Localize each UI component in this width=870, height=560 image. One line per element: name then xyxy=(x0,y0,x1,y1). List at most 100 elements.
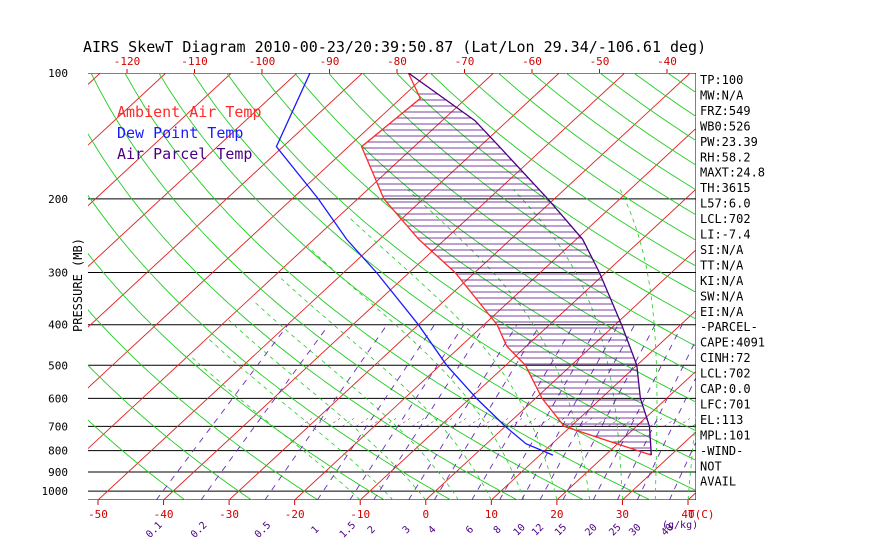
index-entry: NOT xyxy=(700,459,722,473)
y-axis-label: PRESSURE (MB) xyxy=(71,238,85,332)
dry-adiabat-line xyxy=(88,364,252,500)
x-tick-label: -50 xyxy=(88,508,108,521)
mixing-ratio-line xyxy=(408,324,518,500)
index-entry: CINH:72 xyxy=(700,351,751,365)
hatch-dash xyxy=(313,418,327,427)
hatch-dash xyxy=(383,418,397,427)
hatch-dash xyxy=(397,418,411,427)
index-entry: FRZ:549 xyxy=(700,104,751,118)
moist-adiabat-line xyxy=(687,410,696,500)
profile-lines xyxy=(275,73,652,456)
hatch-dash xyxy=(481,418,495,427)
moist-adiabat-line xyxy=(307,246,525,500)
mixing-ratio-line xyxy=(636,376,696,500)
dry-adiabat-line xyxy=(90,73,585,500)
index-entry: LFC:701 xyxy=(700,397,751,411)
dry-adiabat-line xyxy=(226,73,696,432)
isotherm-line xyxy=(754,73,870,500)
dry-adiabat-line xyxy=(804,73,870,500)
dry-adiabat-line xyxy=(838,73,870,500)
hatch-dash xyxy=(467,418,481,427)
dry-adiabat-line xyxy=(497,73,696,216)
hatch-dash xyxy=(425,418,439,427)
index-entry: RH:58.2 xyxy=(700,150,751,164)
mixing-ratio-line xyxy=(433,324,541,500)
mixing-ratio-line xyxy=(471,324,575,500)
mixing-ratio-line xyxy=(499,324,599,500)
isotherm-line xyxy=(88,73,167,146)
legend: Ambient Air Temp Dew Point Temp Air Parcel… xyxy=(117,103,262,163)
isotherm-line xyxy=(819,73,870,500)
dry-adiabat-line xyxy=(328,73,696,347)
series-line xyxy=(408,73,652,456)
plot-grid xyxy=(88,73,870,500)
isotherm-line xyxy=(556,370,696,500)
mixing-ratio-label: 8 xyxy=(492,524,504,536)
index-entry: KI:N/A xyxy=(700,274,744,288)
isotherm-line xyxy=(228,73,691,500)
index-entry: TP:100 xyxy=(700,73,743,87)
y-tick-label: 300 xyxy=(48,267,68,280)
mixing-ratio-line xyxy=(349,324,465,500)
y-tick-label: 100 xyxy=(48,67,68,80)
mixing-ratio-label: 1.5 xyxy=(338,520,359,541)
x-tick-label: -10 xyxy=(350,508,370,521)
hatch-dash xyxy=(663,418,677,427)
hatch-dash xyxy=(691,423,696,427)
hatch-dash xyxy=(327,418,341,427)
top-tick-label: -120 xyxy=(114,55,141,68)
moist-adiabat-line xyxy=(207,337,394,500)
dry-adiabat-line xyxy=(429,73,696,267)
isotherm-line xyxy=(88,73,363,328)
mixing-ratio-label: 25 xyxy=(607,522,623,538)
mixing-ratio-line xyxy=(316,324,435,500)
mixing-ratio-line xyxy=(155,324,289,500)
top-tick-label: -50 xyxy=(590,55,610,68)
isotherm-line xyxy=(163,73,626,500)
dry-adiabat-line xyxy=(362,73,696,320)
hatch-dash xyxy=(579,418,593,427)
x-tick-label: 20 xyxy=(550,508,563,521)
isotherm-line xyxy=(88,73,494,450)
mixing-ratio-label: 0.1 xyxy=(144,520,165,541)
top-tick-label: -80 xyxy=(387,55,407,68)
x-tick-label: -40 xyxy=(154,508,174,521)
y-tick-label: 500 xyxy=(48,359,68,372)
dry-adiabat-line xyxy=(88,133,518,500)
hatch-dash xyxy=(509,418,523,427)
mixing-ratio-label: 1 xyxy=(310,524,322,536)
moist-adiabat-line xyxy=(513,189,623,500)
moist-adiabat-line xyxy=(280,278,492,500)
dry-adiabat-line xyxy=(88,194,452,500)
legend-entry: Dew Point Temp xyxy=(117,124,243,142)
y-tick-label: 800 xyxy=(48,445,68,458)
hatch-dash xyxy=(299,418,313,427)
hatch-dash xyxy=(551,418,565,427)
chart-title: AIRS SkewT Diagram 2010-00-23/20:39:50.8… xyxy=(83,38,706,56)
hatch-dash xyxy=(593,418,607,427)
y-tick-label: 600 xyxy=(48,392,68,405)
index-entry: PW:23.39 xyxy=(700,135,758,149)
dry-adiabat-line xyxy=(88,309,319,500)
hatch-dash xyxy=(635,418,649,427)
mixing-ratio-line xyxy=(200,324,330,500)
isotherm-line xyxy=(88,73,429,389)
hatch-dash xyxy=(369,418,383,427)
x-tick-label: -30 xyxy=(219,508,239,521)
dry-adiabat-line xyxy=(124,73,651,500)
index-entry: SW:N/A xyxy=(700,289,744,303)
dry-adiabat-line xyxy=(396,73,696,293)
mixing-ratio-label: 0.5 xyxy=(253,520,274,541)
mixing-ratio-label: 20 xyxy=(583,522,599,538)
top-tick-label: -90 xyxy=(320,55,340,68)
index-entry: AVAIL xyxy=(700,475,736,489)
hatch-dash xyxy=(341,418,355,427)
dry-adiabat-line xyxy=(158,73,696,491)
mixing-ratio-label: 30 xyxy=(627,522,643,538)
hatch-dash xyxy=(649,418,663,427)
dry-adiabat-line xyxy=(294,73,696,375)
isotherm-line xyxy=(491,309,696,500)
moist-adiabat-line xyxy=(228,319,427,500)
series-line xyxy=(275,73,554,456)
